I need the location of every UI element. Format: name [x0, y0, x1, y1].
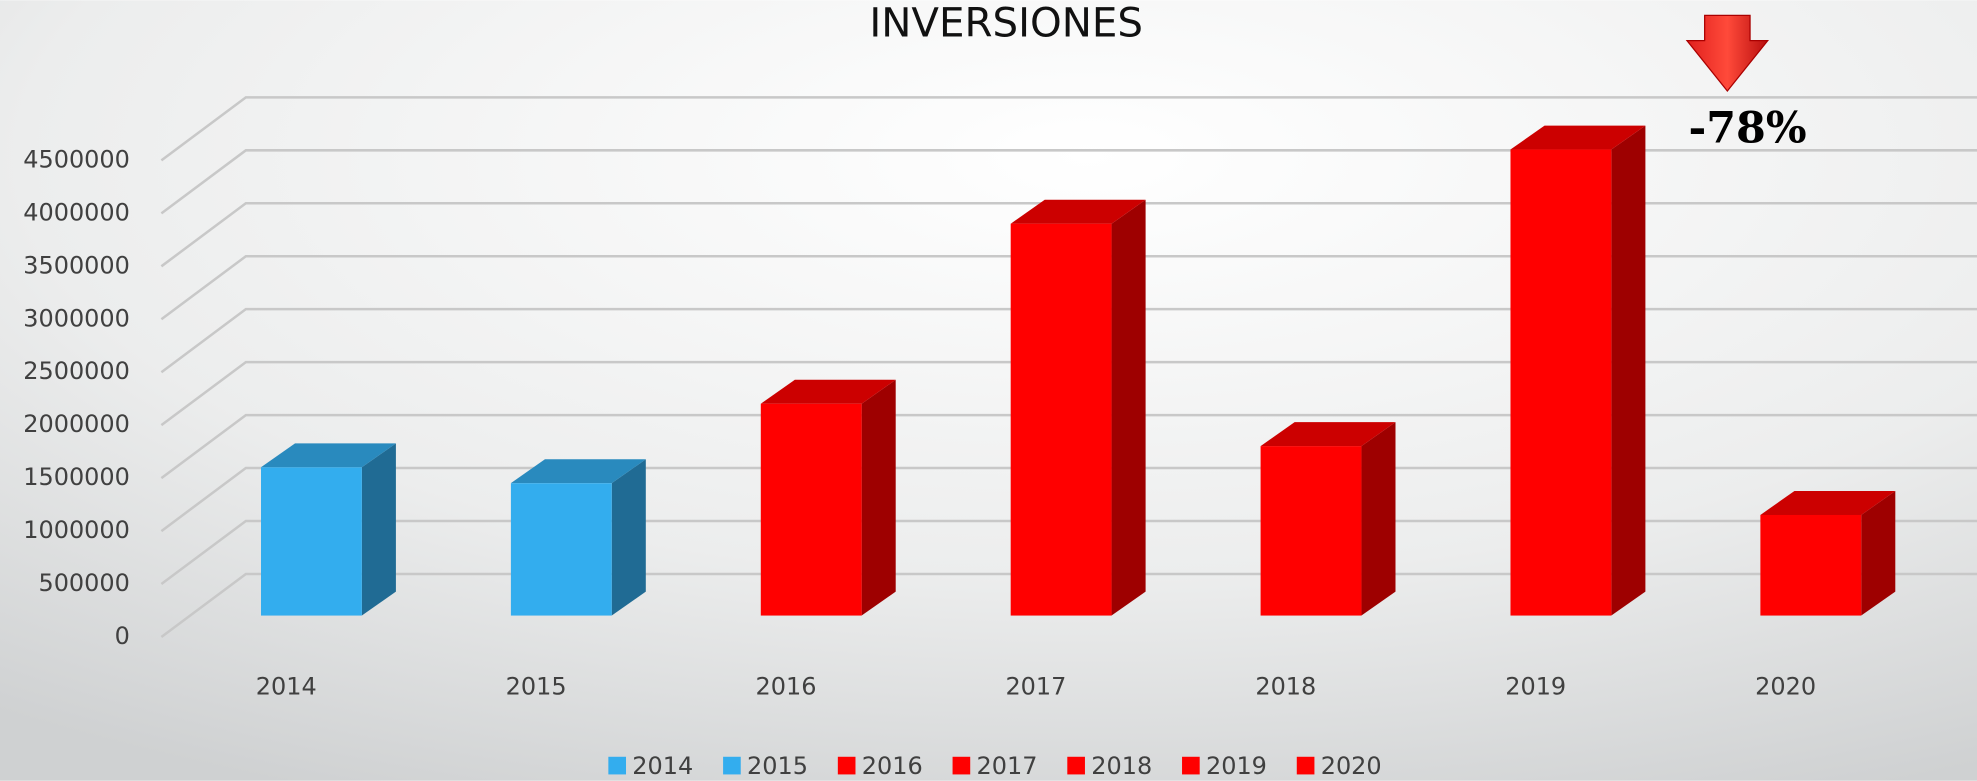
bar-side: [861, 379, 896, 616]
grid-line: [160, 307, 1977, 374]
x-tick-label: 2019: [1505, 672, 1566, 700]
x-tick-label: 2018: [1255, 672, 1316, 700]
legend-label: 2018: [1091, 752, 1152, 780]
bar-front: [1010, 223, 1112, 616]
legend-swatch: [723, 756, 741, 775]
grid-line: [160, 519, 1977, 586]
bar-side: [1611, 125, 1646, 616]
y-tick-label: 1500000: [23, 463, 130, 491]
y-tick-label: 500000: [38, 569, 129, 597]
bar-top: [260, 443, 396, 468]
x-tick-label: 2020: [1755, 672, 1816, 700]
grid-line: [160, 96, 1977, 162]
down-arrow-icon: [1685, 14, 1770, 93]
bar-front: [1260, 446, 1362, 616]
grid-line: [160, 202, 1977, 268]
bar-front: [510, 483, 612, 616]
bar-front: [260, 467, 362, 616]
bar-top: [1010, 199, 1146, 224]
bar-side: [1861, 490, 1896, 616]
bar-top: [1760, 490, 1896, 515]
bar-top: [1260, 422, 1396, 447]
legend-label: 2017: [977, 752, 1038, 780]
legend-label: 2016: [862, 752, 923, 780]
bar: [1260, 422, 1396, 616]
x-tick-label: 2017: [1005, 672, 1066, 700]
legend-swatch: [1182, 756, 1200, 775]
bar-top: [760, 379, 896, 404]
legend-swatch: [1067, 756, 1085, 775]
bar-front: [1760, 514, 1862, 616]
legend-label: 2019: [1206, 752, 1267, 780]
bar: [760, 379, 896, 616]
legend-swatch: [608, 756, 627, 775]
grid-line: [160, 360, 1977, 427]
y-tick-label: 2500000: [23, 357, 130, 385]
x-tick-label: 2014: [256, 672, 317, 700]
y-tick-label: 2000000: [23, 410, 130, 438]
bar-side: [361, 443, 396, 616]
legend-label: 2014: [632, 752, 693, 780]
bar: [1510, 125, 1646, 616]
grid-line: [160, 254, 1977, 321]
y-tick-label: 3500000: [23, 251, 130, 279]
legend-swatch: [952, 756, 971, 775]
grid-line: [160, 466, 1977, 533]
chart-title: INVERSIONES: [869, 0, 1143, 46]
legend-label: 2015: [747, 752, 808, 780]
legend-swatch: [837, 756, 856, 775]
bar-side: [1111, 199, 1146, 616]
y-tick-label: 3000000: [23, 304, 130, 332]
bar-side: [611, 459, 646, 616]
legend-label: 2020: [1321, 752, 1382, 780]
bar-top: [510, 459, 646, 484]
grid-line: [160, 572, 1977, 639]
y-tick-label: 0: [115, 622, 130, 650]
bar: [510, 459, 646, 616]
bar: [1760, 490, 1896, 616]
bar-front: [760, 403, 862, 616]
annotation: -78%: [1688, 103, 1806, 153]
bar: [260, 443, 396, 616]
bar-side: [1361, 422, 1396, 616]
bar-top: [1510, 125, 1646, 150]
x-tick-label: 2016: [756, 672, 817, 700]
bar-front: [1510, 149, 1612, 616]
y-tick-label: 4000000: [23, 198, 130, 226]
grid-line: [160, 149, 1977, 215]
bar: [1010, 199, 1146, 616]
y-tick-label: 1000000: [23, 516, 130, 544]
grid-line: [160, 413, 1977, 480]
y-tick-label: 4500000: [23, 145, 130, 173]
x-tick-label: 2015: [506, 672, 567, 700]
legend-swatch: [1296, 756, 1315, 775]
